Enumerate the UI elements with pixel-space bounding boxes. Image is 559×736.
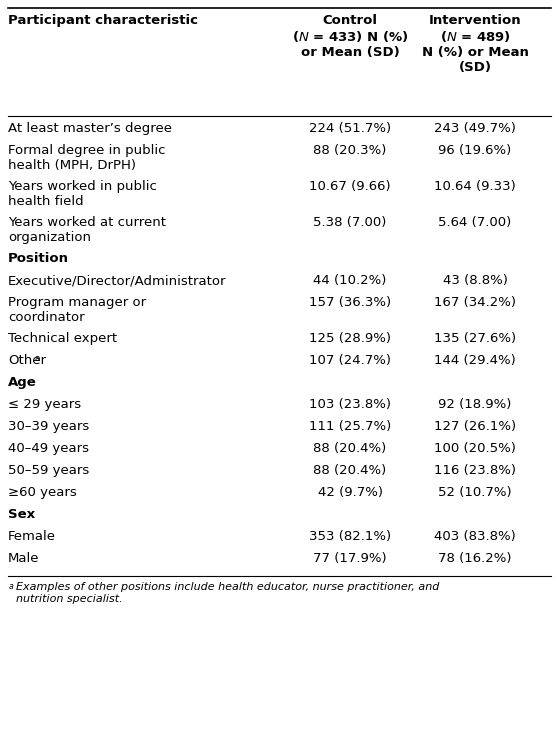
Text: Position: Position [8, 252, 69, 265]
Text: 157 (36.3%): 157 (36.3%) [309, 296, 391, 309]
Text: Other: Other [8, 354, 46, 367]
Text: At least master’s degree: At least master’s degree [8, 122, 172, 135]
Text: Male: Male [8, 552, 40, 565]
Text: 88 (20.4%): 88 (20.4%) [314, 464, 387, 477]
Text: 78 (16.2%): 78 (16.2%) [438, 552, 511, 565]
Text: 40–49 years: 40–49 years [8, 442, 89, 455]
Text: Intervention
(⁠$N$⁠ = 489)
N (%) or Mean
(SD): Intervention (⁠$N$⁠ = 489) N (%) or Mean… [421, 14, 528, 74]
Text: 96 (19.6%): 96 (19.6%) [438, 144, 511, 157]
Text: Executive/Director/Administrator: Executive/Director/Administrator [8, 274, 226, 287]
Text: 43 (8.8%): 43 (8.8%) [443, 274, 508, 287]
Text: 103 (23.8%): 103 (23.8%) [309, 398, 391, 411]
Text: Technical expert: Technical expert [8, 332, 117, 345]
Text: Years worked at current
organization: Years worked at current organization [8, 216, 166, 244]
Text: Years worked in public
health field: Years worked in public health field [8, 180, 157, 208]
Text: 116 (23.8%): 116 (23.8%) [434, 464, 516, 477]
Text: 30–39 years: 30–39 years [8, 420, 89, 433]
Text: Formal degree in public
health (MPH, DrPH): Formal degree in public health (MPH, DrP… [8, 144, 165, 172]
Text: 144 (29.4%): 144 (29.4%) [434, 354, 516, 367]
Text: 88 (20.3%): 88 (20.3%) [313, 144, 387, 157]
Text: 243 (49.7%): 243 (49.7%) [434, 122, 516, 135]
Text: 107 (24.7%): 107 (24.7%) [309, 354, 391, 367]
Text: 10.67 (9.66): 10.67 (9.66) [309, 180, 391, 193]
Text: Control
(⁠$N$⁠ = 433) N (%)
or Mean (SD): Control (⁠$N$⁠ = 433) N (%) or Mean (SD) [292, 14, 408, 60]
Text: 403 (83.8%): 403 (83.8%) [434, 530, 516, 543]
Text: Female: Female [8, 530, 56, 543]
Text: 42 (9.7%): 42 (9.7%) [318, 486, 382, 499]
Text: 50–59 years: 50–59 years [8, 464, 89, 477]
Text: 125 (28.9%): 125 (28.9%) [309, 332, 391, 345]
Text: 224 (51.7%): 224 (51.7%) [309, 122, 391, 135]
Text: Age: Age [8, 376, 37, 389]
Text: Program manager or
coordinator: Program manager or coordinator [8, 296, 146, 324]
Text: 135 (27.6%): 135 (27.6%) [434, 332, 516, 345]
Text: 10.64 (9.33): 10.64 (9.33) [434, 180, 516, 193]
Text: 100 (20.5%): 100 (20.5%) [434, 442, 516, 455]
Text: ≥60 years: ≥60 years [8, 486, 77, 499]
Text: 52 (10.7%): 52 (10.7%) [438, 486, 512, 499]
Text: Participant characteristic: Participant characteristic [8, 14, 198, 27]
Text: 92 (18.9%): 92 (18.9%) [438, 398, 511, 411]
Text: 167 (34.2%): 167 (34.2%) [434, 296, 516, 309]
Text: 44 (10.2%): 44 (10.2%) [313, 274, 387, 287]
Text: 5.64 (7.00): 5.64 (7.00) [438, 216, 511, 229]
Text: ≤ 29 years: ≤ 29 years [8, 398, 81, 411]
Text: 353 (82.1%): 353 (82.1%) [309, 530, 391, 543]
Text: 88 (20.4%): 88 (20.4%) [314, 442, 387, 455]
Text: Examples of other positions include health educator, nurse practitioner, and
nut: Examples of other positions include heal… [16, 582, 439, 604]
Text: 111 (25.7%): 111 (25.7%) [309, 420, 391, 433]
Text: $^a$: $^a$ [8, 582, 15, 592]
Text: a: a [35, 354, 40, 363]
Text: 127 (26.1%): 127 (26.1%) [434, 420, 516, 433]
Text: 5.38 (7.00): 5.38 (7.00) [313, 216, 387, 229]
Text: 77 (17.9%): 77 (17.9%) [313, 552, 387, 565]
Text: Sex: Sex [8, 508, 35, 521]
